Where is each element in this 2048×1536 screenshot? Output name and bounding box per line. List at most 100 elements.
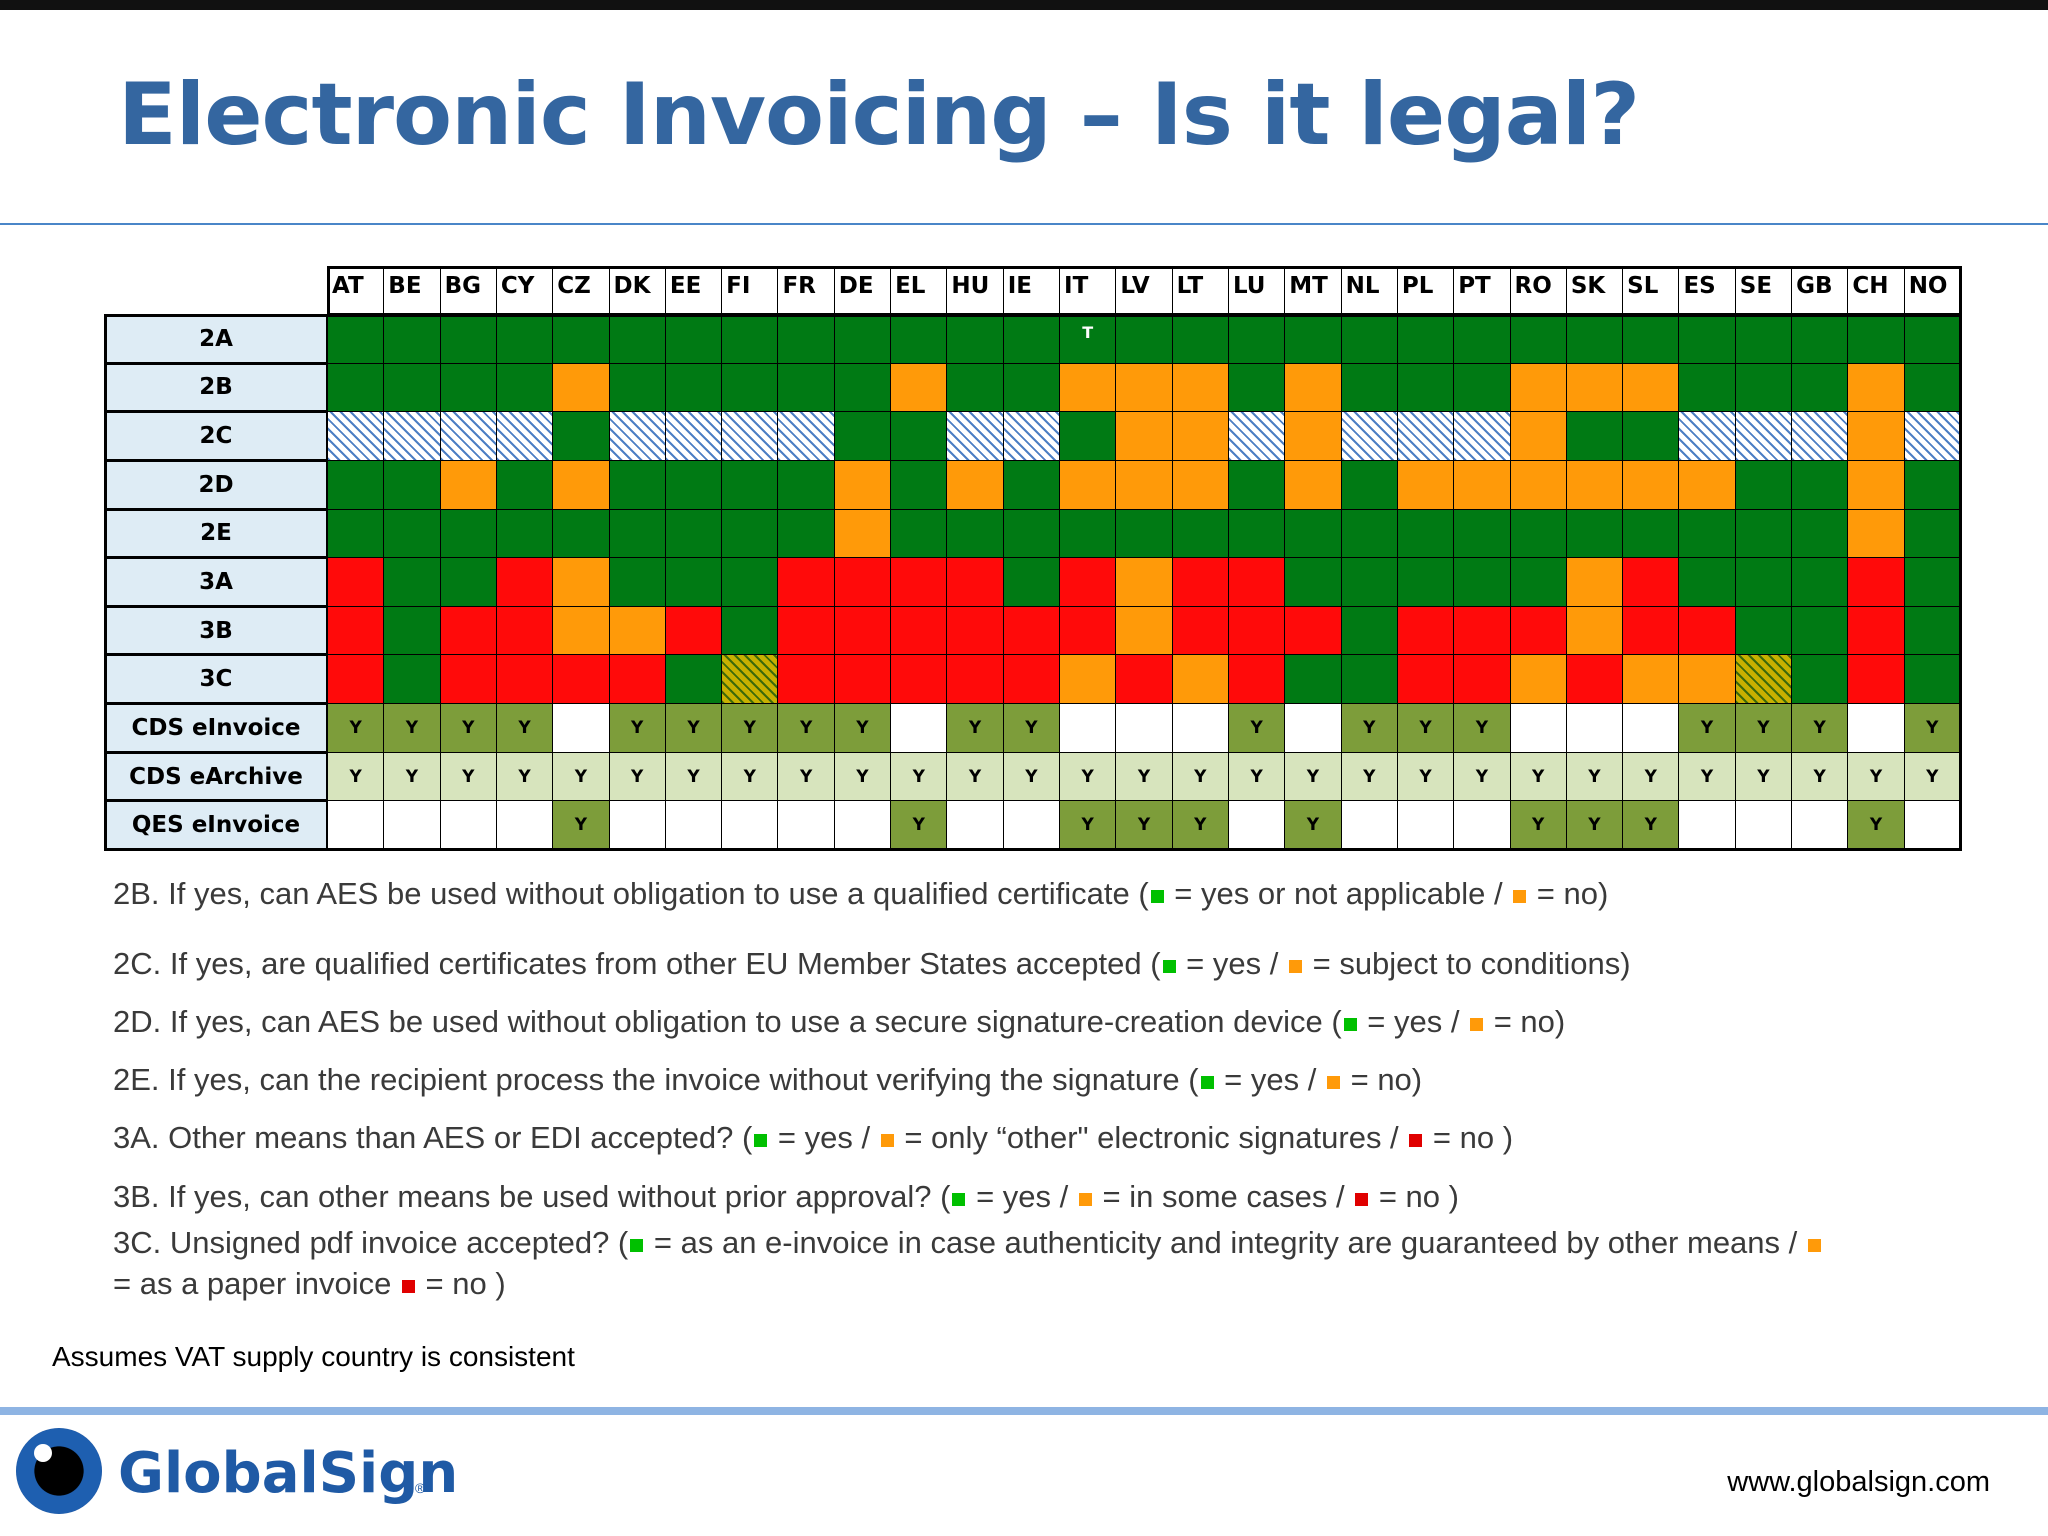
footnote: Assumes VAT supply country is consistent	[52, 1341, 575, 1372]
column-header-sk: SK	[1565, 266, 1624, 315]
cell-3b-lu	[1227, 605, 1286, 656]
legend-text: = yes or not applicable /	[1165, 876, 1512, 911]
legend-line-3c-1: 3C. Unsigned pdf invoice accepted? ( = a…	[113, 1224, 1823, 1263]
cell-2e-hu	[946, 508, 1004, 559]
cell-2c-fr	[777, 411, 835, 461]
cell-2e-gb	[1791, 508, 1849, 559]
cell-3c-bg	[439, 654, 497, 705]
cell-cds-earchive-ch: Y	[1847, 751, 1905, 802]
cell-qes-einvoice-ie	[1002, 800, 1061, 850]
cell-3a-nl	[1340, 557, 1398, 607]
cell-3c-lt	[1171, 654, 1229, 705]
legend-text: = no)	[1485, 1004, 1566, 1039]
column-header-de: DE	[833, 266, 892, 315]
cell-3c-dk	[608, 654, 666, 705]
cell-2b-gb	[1791, 362, 1849, 413]
cell-3a-mt	[1284, 557, 1342, 607]
legend-text: = yes /	[1215, 1062, 1325, 1097]
cell-2c-sk	[1565, 411, 1624, 461]
cell-3b-pl	[1396, 605, 1455, 656]
cell-2b-cy	[495, 362, 554, 413]
row-header-cds-einvoice: CDS eInvoice	[104, 703, 328, 753]
cell-3c-ch	[1847, 654, 1905, 705]
cell-cds-earchive-cz: Y	[552, 751, 610, 802]
cell-2a-cz	[552, 314, 610, 364]
cell-3a-lv	[1115, 557, 1173, 607]
column-header-gb: GB	[1791, 266, 1849, 315]
cell-2d-lv	[1115, 459, 1173, 510]
cell-3a-ro	[1509, 557, 1567, 607]
cell-3a-es	[1678, 557, 1736, 607]
cell-qes-einvoice-fi	[721, 800, 779, 850]
cell-2c-lv	[1115, 411, 1173, 461]
row-header-2d: 2D	[104, 459, 328, 510]
cell-cds-earchive-pl: Y	[1396, 751, 1455, 802]
cell-3b-ie	[1002, 605, 1061, 656]
column-header-bg: BG	[439, 266, 497, 315]
green-square-icon	[1200, 1076, 1214, 1089]
cell-2a-lt	[1171, 314, 1229, 364]
cell-cds-einvoice-it	[1059, 703, 1117, 753]
cell-2e-it	[1059, 508, 1117, 559]
cell-2d-lt	[1171, 459, 1229, 510]
cell-2b-at	[327, 362, 385, 413]
cell-2e-lv	[1115, 508, 1173, 559]
cell-3c-de	[833, 654, 892, 705]
cell-2e-fi	[721, 508, 779, 559]
cell-cds-earchive-es: Y	[1678, 751, 1736, 802]
cell-3b-fr	[777, 605, 835, 656]
legend-line-2e: 2E. If yes, can the recipient process th…	[113, 1061, 1422, 1100]
cell-cds-einvoice-at: Y	[327, 703, 385, 753]
row-header-cds-earchive: CDS eArchive	[104, 751, 328, 802]
cell-2e-el	[890, 508, 948, 559]
cell-2a-ie	[1002, 314, 1061, 364]
cell-cds-earchive-bg: Y	[439, 751, 497, 802]
cell-2e-dk	[608, 508, 666, 559]
cell-2d-sk	[1565, 459, 1624, 510]
cell-2b-nl	[1340, 362, 1398, 413]
cell-qes-einvoice-el: Y	[890, 800, 948, 850]
legend-text: = as an e-invoice in case authenticity a…	[645, 1225, 1806, 1260]
cell-2c-ie	[1002, 411, 1061, 461]
cell-2a-be	[383, 314, 441, 364]
cell-3b-el	[890, 605, 948, 656]
cell-3b-nl	[1340, 605, 1398, 656]
cell-3b-dk	[608, 605, 666, 656]
cell-2c-sl	[1622, 411, 1680, 461]
legend-text: 3C. Unsigned pdf invoice accepted? (	[113, 1225, 629, 1260]
cell-cds-einvoice-ee: Y	[664, 703, 723, 753]
orange-square-icon	[1470, 1018, 1484, 1031]
cell-2c-it	[1059, 411, 1117, 461]
cell-2c-lu	[1227, 411, 1286, 461]
cell-2d-se	[1734, 459, 1793, 510]
cell-cds-earchive-at: Y	[327, 751, 385, 802]
cell-cds-einvoice-pt: Y	[1453, 703, 1511, 753]
cell-cds-earchive-nl: Y	[1340, 751, 1398, 802]
cell-3c-se	[1734, 654, 1793, 705]
cell-2e-cy	[495, 508, 554, 559]
cell-2a-pt	[1453, 314, 1511, 364]
cell-qes-einvoice-be	[383, 800, 441, 850]
cell-2c-bg	[439, 411, 497, 461]
cell-3a-pt	[1453, 557, 1511, 607]
column-header-at: AT	[327, 266, 385, 315]
cell-2d-sl	[1622, 459, 1680, 510]
column-header-lv: LV	[1115, 266, 1173, 315]
cell-3c-be	[383, 654, 441, 705]
row-header-2c: 2C	[104, 411, 328, 461]
logo-registered-mark: ®	[415, 1480, 426, 1496]
cell-2e-cz	[552, 508, 610, 559]
cell-3a-dk	[608, 557, 666, 607]
cell-cds-einvoice-no: Y	[1903, 703, 1961, 753]
column-header-ch: CH	[1847, 266, 1905, 315]
legend-text: = no )	[1424, 1120, 1514, 1155]
cell-2d-el	[890, 459, 948, 510]
cell-3b-mt	[1284, 605, 1342, 656]
cell-3b-ch	[1847, 605, 1905, 656]
cell-2a-de	[833, 314, 892, 364]
cell-qes-einvoice-sl: Y	[1622, 800, 1680, 850]
cell-2a-bg	[439, 314, 497, 364]
cell-2c-pl	[1396, 411, 1455, 461]
cell-3b-de	[833, 605, 892, 656]
cell-2b-ro	[1509, 362, 1567, 413]
